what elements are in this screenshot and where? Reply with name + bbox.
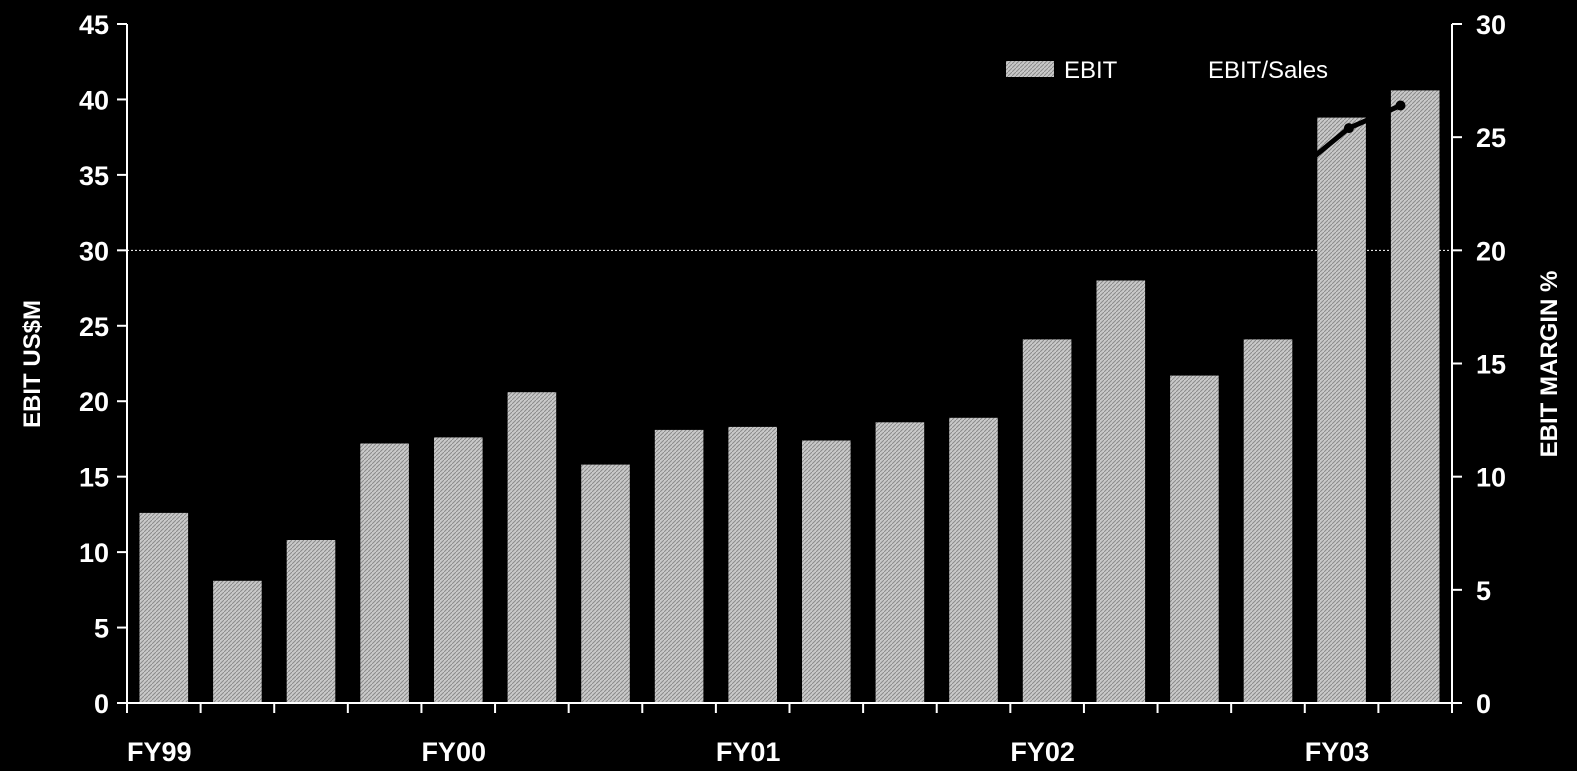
bar-ebit-5 — [507, 392, 557, 703]
bar-ebit-15 — [1243, 339, 1293, 703]
y-tick-label-20: 20 — [79, 387, 109, 417]
legend-label-ebit: EBIT — [1064, 57, 1118, 84]
y-tick-label-15: 15 — [79, 463, 109, 493]
y-tick-label-0: 0 — [94, 689, 109, 719]
y2-tick-label-5: 5 — [1476, 576, 1491, 606]
y-tick-label-35: 35 — [79, 161, 109, 191]
y2-tick-label-30: 30 — [1476, 10, 1506, 40]
bar-ebit-9 — [802, 440, 851, 703]
y2-tick-label-15: 15 — [1476, 350, 1506, 380]
bar-ebit-4 — [434, 437, 483, 703]
bar-ebit-16 — [1317, 117, 1366, 704]
y-tick-label-30: 30 — [79, 236, 109, 266]
bar-ebit-17 — [1390, 90, 1440, 703]
bar-ebit-0 — [139, 512, 189, 703]
bar-ebit-12 — [1022, 339, 1072, 703]
x-label-fy00: FY00 — [421, 737, 486, 767]
y-tick-label-5: 5 — [94, 614, 109, 644]
y-axis-title: EBIT US$M — [19, 300, 46, 428]
y-tick-label-10: 10 — [79, 538, 109, 568]
point-ebit-sales-0 — [1299, 159, 1310, 170]
y2-tick-label-20: 20 — [1476, 236, 1506, 266]
bar-ebit-11 — [949, 417, 998, 703]
y-tick-label-45: 45 — [79, 10, 109, 40]
bar-ebit-7 — [654, 429, 704, 703]
bar-ebit-1 — [213, 580, 262, 703]
x-label-fy01: FY01 — [716, 737, 781, 767]
y2-tick-label-10: 10 — [1476, 463, 1506, 493]
bar-ebit-8 — [728, 426, 777, 703]
bar-ebit-3 — [360, 443, 409, 703]
bar-ebit-6 — [581, 464, 630, 703]
y2-tick-label-0: 0 — [1476, 689, 1491, 719]
bar-ebit-13 — [1096, 280, 1146, 703]
y2-axis-title: EBIT MARGIN % — [1536, 271, 1563, 458]
margin-line — [1299, 100, 1406, 170]
x-label-fy03: FY03 — [1305, 737, 1370, 767]
bar-ebit-2 — [286, 540, 336, 703]
point-ebit-sales-1 — [1343, 123, 1354, 134]
legend: EBIT EBIT/Sales — [1006, 57, 1328, 84]
x-label-fy99: FY99 — [127, 737, 192, 767]
legend-label-ebit-sales: EBIT/Sales — [1208, 57, 1328, 84]
axes: 0 5 10 15 20 25 30 35 40 45 0 5 10 15 20 25 30 FY99 FY00 FY… — [79, 10, 1506, 767]
bar-ebit-10 — [875, 422, 925, 703]
x-label-fy02: FY02 — [1010, 737, 1075, 767]
y2-tick-label-25: 25 — [1476, 123, 1506, 153]
bar-group — [139, 90, 1440, 704]
legend-swatch-ebit — [1006, 61, 1054, 77]
point-ebit-sales-2 — [1395, 100, 1406, 111]
y-tick-label-40: 40 — [79, 85, 109, 115]
y-tick-label-25: 25 — [79, 312, 109, 342]
bar-ebit-14 — [1170, 375, 1219, 703]
